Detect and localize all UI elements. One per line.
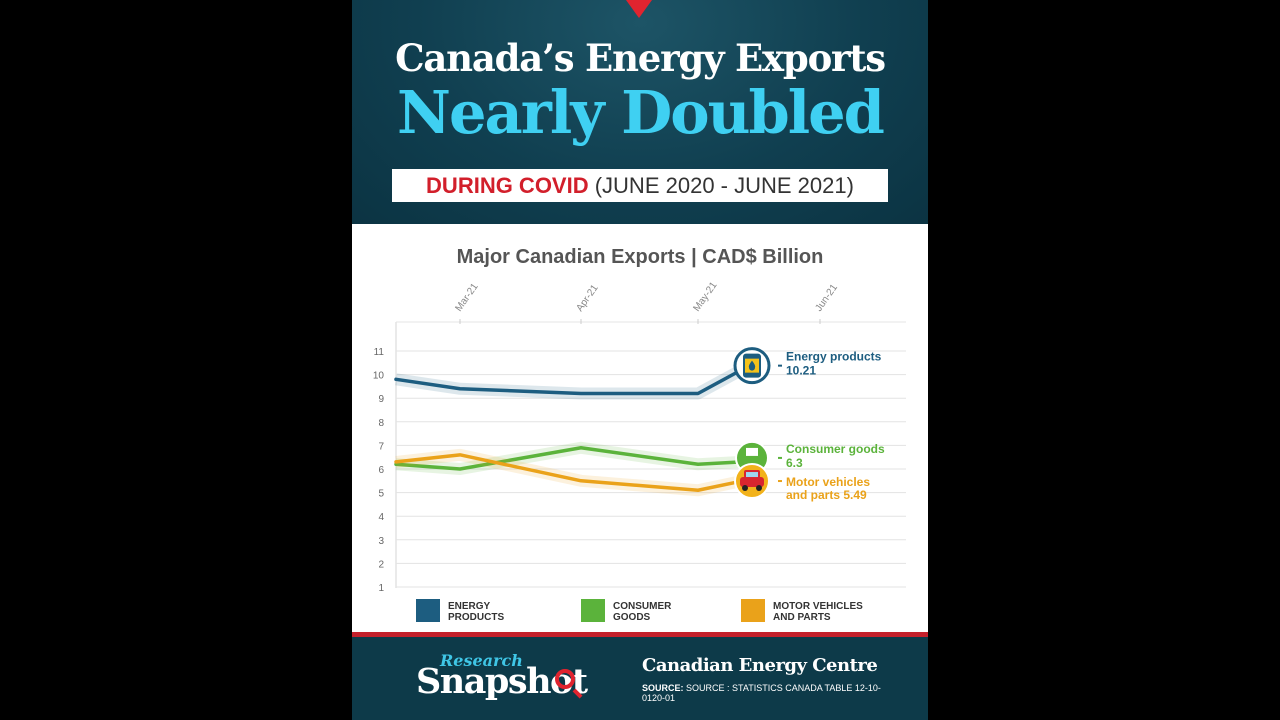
energy-end-value: 10.21 [786,364,816,378]
x-tick-label: Jun-21 [813,282,840,314]
subtitle-banner: DURING COVID (JUNE 2020 - JUNE 2021) [392,169,888,202]
legend-label-line1: ENERGY [448,601,491,612]
car-icon-body [740,477,764,488]
magnifier-icon [555,669,575,689]
y-tick-label: 10 [373,371,385,382]
title-line-1: Canada’s Energy Exports [395,36,886,80]
subtitle-dates: (JUNE 2020 - JUNE 2021) [588,173,854,198]
y-tick-label: 7 [378,441,384,452]
source-label: SOURCE: [642,683,684,693]
y-tick-label: 11 [374,347,385,358]
y-tick-label: 2 [378,559,384,570]
vehicles-end-value: and parts 5.49 [786,488,867,502]
legend-swatch [581,599,605,622]
infographic-panel: Canada’s Energy Exports Nearly Doubled D… [352,0,928,720]
legend-label-line2: PRODUCTS [448,612,504,623]
energy-end-label: Energy products [786,350,882,364]
x-tick-label: Mar-21 [453,281,480,314]
y-tick-label: 6 [378,465,384,476]
consumer-end-value: 6.3 [786,456,803,470]
title-line-2: Nearly Doubled [397,78,885,147]
legend-label-line2: GOODS [613,612,651,623]
consumer-end-label: Consumer goods [786,442,885,456]
series-line [394,367,744,396]
footer: Research Snapshot Canadian Energy Centre… [352,637,928,720]
y-tick-label: 5 [378,489,384,500]
legend-swatch [741,599,765,622]
source-text: SOURCE : STATISTICS CANADA TABLE 12-10-0… [642,683,881,703]
car-icon-wheel [756,485,762,492]
car-icon-wheel [742,485,748,492]
red-pointer-marker [626,0,652,18]
y-tick-label: 4 [378,512,384,523]
source-note: SOURCE: SOURCE : STATISTICS CANADA TABLE… [642,683,892,703]
series-line [394,453,744,492]
y-tick-label: 8 [378,418,384,429]
y-tick-label: 3 [378,536,384,547]
series-line [394,446,744,471]
shopping-cart-icon-basket [746,447,758,456]
y-tick-label: 1 [378,583,384,594]
footer-divider [352,632,928,637]
subtitle-emphasis: DURING COVID [426,173,589,198]
chart-area: Major Canadian Exports | CAD$ Billion 1 2 3… [352,224,928,636]
series-halo [395,364,745,400]
y-tick-label: 9 [378,394,384,405]
car-icon-window [746,472,758,478]
vehicles-end-label: Motor vehicles [786,475,870,489]
chart-title: Major Canadian Exports | CAD$ Billion [457,246,824,268]
org-name: Canadian Energy Centre [642,655,878,676]
legend-swatch [416,599,440,622]
line-chart: Major Canadian Exports | CAD$ Billion 1 2 3… [373,246,906,623]
brand-research-text: Research [440,651,523,670]
oil-drop-icon [748,360,756,371]
x-tick-label: May-21 [691,280,719,314]
legend-label-line2: AND PARTS [773,612,831,623]
legend-label-line1: CONSUMER [613,601,672,612]
x-tick-label: Apr-21 [574,282,600,313]
legend-label-line1: MOTOR VEHICLES [773,601,863,612]
